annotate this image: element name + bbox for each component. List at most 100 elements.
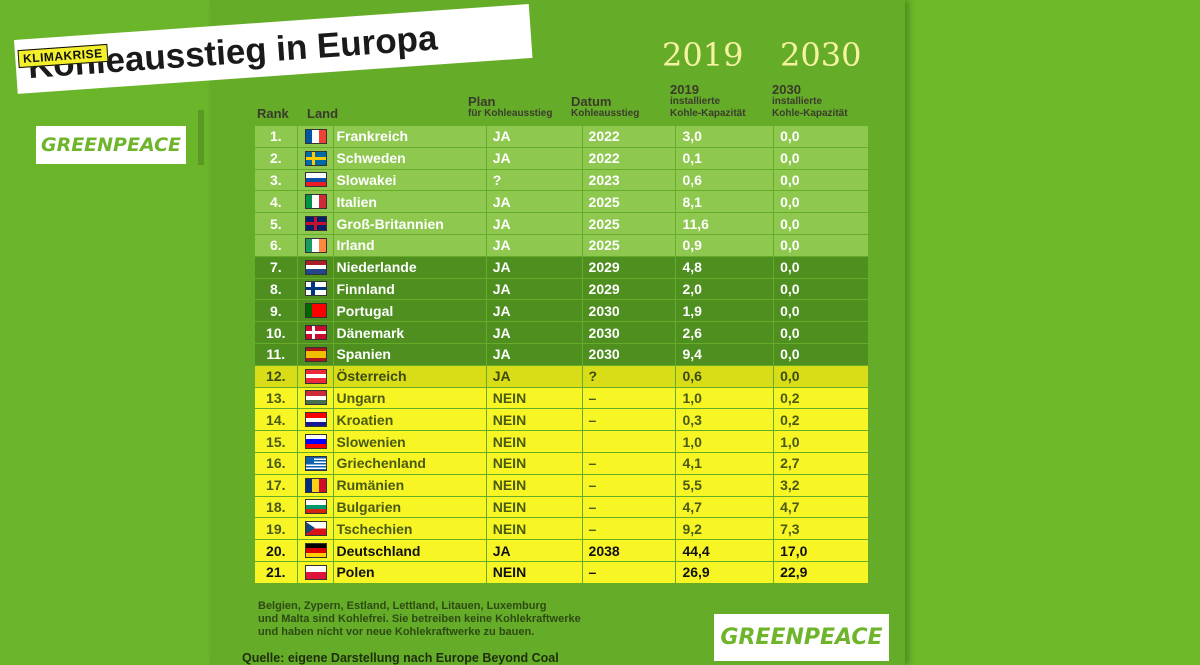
cell-flag: [297, 518, 334, 540]
cell-plan: JA: [486, 343, 582, 365]
cell-y19: 44,4: [676, 540, 774, 561]
cell-plan: JA: [486, 540, 582, 561]
cell-y19: 0,3: [676, 409, 774, 431]
cell-flag: [297, 496, 334, 518]
table-row: 1. Frankreich JA 2022 3,0 0,0: [255, 126, 868, 148]
table-row: 18. Bulgarien NEIN –4,7 4,7: [255, 496, 868, 519]
cell-plan: NEIN: [486, 561, 582, 583]
table-row: 9. Portugal JA 2030 1,9 0,0: [255, 300, 868, 322]
cell-plan: JA: [486, 191, 582, 213]
cell-land: Deutschland: [334, 540, 486, 561]
plan-header-sub: für Kohleausstieg: [468, 108, 553, 119]
cell-datum: –: [582, 387, 676, 409]
cell-plan: JA: [486, 147, 582, 169]
source-note: Quelle: eigene Darstellung nach Europe B…: [242, 651, 559, 665]
cell-y30: 0,0: [774, 126, 868, 147]
cell-flag: [297, 300, 334, 322]
cell-y30: 0,0: [774, 191, 868, 213]
cell-land: Ungarn: [334, 387, 486, 409]
cell-rank: 16.: [255, 452, 297, 474]
column-header-2019: 2019 installierte Kohle-Kapazität: [670, 83, 746, 120]
cell-flag: [297, 213, 334, 234]
cell-flag: [297, 126, 334, 147]
cell-y19: 0,6: [676, 169, 774, 191]
datum-header-main: Datum: [571, 94, 612, 109]
cell-plan: JA: [486, 256, 582, 278]
cell-plan: NEIN: [486, 474, 582, 496]
cell-plan: NEIN: [486, 496, 582, 518]
cell-land: Irland: [334, 234, 486, 256]
cell-y19: 4,7: [676, 496, 774, 518]
cell-y30: 0,0: [774, 322, 868, 343]
column-header-rank: Rank: [257, 106, 289, 121]
cell-flag: [297, 540, 334, 561]
cell-flag: [297, 561, 334, 583]
cell-y30: 0,0: [774, 256, 868, 278]
cell-rank: 4.: [255, 191, 297, 213]
cell-flag: [297, 278, 334, 300]
cell-datum: 2030: [582, 343, 676, 365]
table-row: 19. Tschechien NEIN –9,2 7,3: [255, 518, 868, 540]
table-row: 6. Irland JA 2025 0,9 0,0: [255, 234, 868, 257]
cell-datum: ?: [582, 365, 676, 387]
y19-header-sub1: installierte: [670, 96, 721, 107]
cell-rank: 10.: [255, 322, 297, 343]
cell-land: Italien: [334, 191, 486, 213]
column-header-plan: Plan für Kohleausstieg: [468, 94, 553, 120]
cell-flag: [297, 256, 334, 278]
cell-flag: [297, 387, 334, 409]
cell-datum: 2023: [582, 169, 676, 191]
cell-plan: JA: [486, 213, 582, 234]
cell-land: Finnland: [334, 278, 486, 300]
cell-flag: [297, 431, 334, 452]
table-row: 20. Deutschland JA 2038 44,4 17,0: [255, 540, 868, 562]
cell-flag: [297, 365, 334, 387]
cell-y30: 17,0: [774, 540, 868, 561]
cell-rank: 2.: [255, 147, 297, 169]
cell-plan: JA: [486, 234, 582, 256]
cell-datum: 2025: [582, 191, 676, 213]
datum-header-sub: Kohleausstieg: [571, 108, 640, 119]
table-row: 11. Spanien JA 2030 9,4 0,0: [255, 343, 868, 366]
table-row: 7. Niederlande JA 2029 4,8 0,0: [255, 256, 868, 279]
footnote: Belgien, Zypern, Estland, Lettland, Lita…: [258, 600, 608, 639]
column-header-2030: 2030 installierte Kohle-Kapazität: [772, 83, 848, 120]
cell-plan: JA: [486, 126, 582, 147]
cell-y30: 22,9: [774, 561, 868, 583]
cell-datum: –: [582, 474, 676, 496]
cell-y30: 7,3: [774, 518, 868, 540]
cell-land: Slowakei: [334, 169, 486, 191]
sk-flag-icon: [304, 172, 327, 188]
cell-datum: 2025: [582, 213, 676, 234]
y30-header-sub1: installierte: [772, 96, 823, 107]
hu-flag-icon: [304, 390, 327, 406]
cell-datum: 2029: [582, 278, 676, 300]
footnote-line-2: und Malta sind Kohlefrei. Sie betreiben …: [258, 613, 581, 625]
fi-flag-icon: [304, 281, 327, 297]
cell-y19: 2,0: [676, 278, 774, 300]
cell-plan: NEIN: [486, 387, 582, 409]
cell-rank: 14.: [255, 409, 297, 431]
cell-flag: [297, 322, 334, 343]
cell-plan: JA: [486, 365, 582, 387]
it-flag-icon: [304, 194, 327, 210]
cell-datum: 2038: [582, 540, 676, 561]
cell-land: Dänemark: [334, 322, 486, 343]
cell-y30: 0,0: [774, 300, 868, 322]
cell-land: Kroatien: [334, 409, 486, 431]
table-row: 13. Ungarn NEIN –1,0 0,2: [255, 387, 868, 410]
cell-y19: 26,9: [676, 561, 774, 583]
y30-header-sub2: Kohle-Kapazität: [772, 108, 848, 119]
cell-y19: 8,1: [676, 191, 774, 213]
cell-flag: [297, 343, 334, 365]
cell-y30: 0,0: [774, 278, 868, 300]
cell-land: Frankreich: [334, 126, 486, 147]
cell-y19: 1,0: [676, 387, 774, 409]
cell-datum: 2029: [582, 256, 676, 278]
es-flag-icon: [304, 346, 327, 362]
cell-rank: 6.: [255, 234, 297, 256]
cell-y30: 4,7: [774, 496, 868, 518]
plan-header-main: Plan: [468, 94, 496, 109]
cell-y19: 9,2: [676, 518, 774, 540]
cell-plan: ?: [486, 169, 582, 191]
